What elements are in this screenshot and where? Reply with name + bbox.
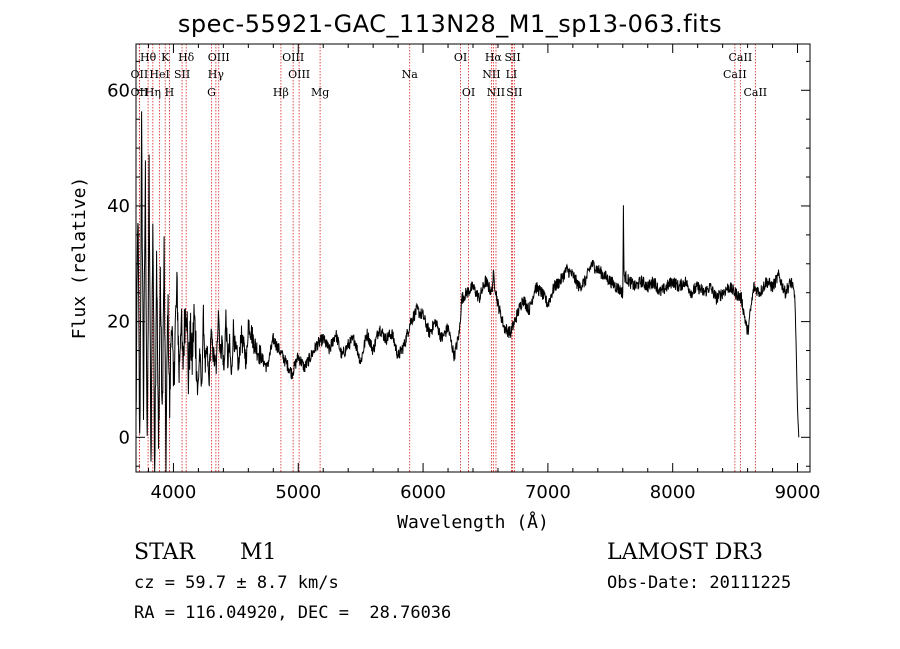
line-label-25: CaII <box>729 51 753 64</box>
line-label-18: OI <box>462 86 475 99</box>
line-label-9: OIII <box>208 51 230 64</box>
line-label-13: OIII <box>288 68 310 81</box>
y-tick-label-1: 20 <box>107 312 130 333</box>
x-tick-label-1: 5000 <box>275 482 321 503</box>
line-label-12: OIII <box>282 51 304 64</box>
line-label-22: SII <box>504 51 520 64</box>
line-label-15: Mg <box>311 86 329 99</box>
x-tick-label-4: 8000 <box>650 482 696 503</box>
spectral-line-markers <box>138 44 756 472</box>
line-label-19: Hα <box>485 51 503 64</box>
x-tick-label-2: 6000 <box>400 482 446 503</box>
line-label-26: CaII <box>723 68 747 81</box>
line-label-23: LI <box>506 68 518 81</box>
survey-release: LAMOST DR3 <box>607 540 763 565</box>
x-tick-label-5: 9000 <box>775 482 821 503</box>
line-label-3: Hη <box>145 86 161 99</box>
axis-ticks: 4000 5000 6000 7000 8000 9000 0 20 40 60 <box>107 44 820 503</box>
observation-date: Obs-Date: 20111225 <box>607 573 792 593</box>
line-label-2: OII <box>131 86 149 99</box>
line-label-10: Hγ <box>208 68 225 81</box>
chart-title: spec-55921-GAC_113N28_M1_sp13-063.fits <box>177 10 723 38</box>
plot-frame <box>135 43 811 473</box>
line-label-20: NII <box>482 68 500 81</box>
redshift-velocity: cz = 59.7 ± 8.7 km/s <box>134 573 339 593</box>
line-label-0: Hθ <box>140 51 157 64</box>
line-label-11: G <box>207 86 216 99</box>
x-tick-label-0: 4000 <box>151 482 197 503</box>
sky-coordinates: RA = 116.04920, DEC = 28.76036 <box>134 603 452 623</box>
line-label-7: Hδ <box>178 51 195 64</box>
line-label-16: Na <box>402 68 419 81</box>
flux-series-line <box>135 111 800 473</box>
line-label-27: CaII <box>743 86 767 99</box>
object-class: STAR <box>134 540 195 565</box>
object-subclass: M1 <box>240 540 277 565</box>
line-label-8: SII <box>174 68 190 81</box>
line-label-5: HeI <box>149 68 169 81</box>
line-label-4: K <box>161 51 170 64</box>
y-tick-label-3: 60 <box>107 80 130 101</box>
line-label-21: NII <box>487 86 505 99</box>
line-label-1: OII <box>131 68 149 81</box>
y-tick-label-0: 0 <box>119 427 130 448</box>
x-tick-label-3: 7000 <box>525 482 571 503</box>
line-label-24: SII <box>506 86 522 99</box>
line-label-17: OI <box>454 51 467 64</box>
line-label-14: Hβ <box>273 86 289 99</box>
y-axis-label: Flux (relative) <box>69 177 90 340</box>
line-label-6: H <box>165 86 175 99</box>
y-tick-label-2: 40 <box>107 196 130 217</box>
x-axis-label: Wavelength (Å) <box>397 511 549 533</box>
